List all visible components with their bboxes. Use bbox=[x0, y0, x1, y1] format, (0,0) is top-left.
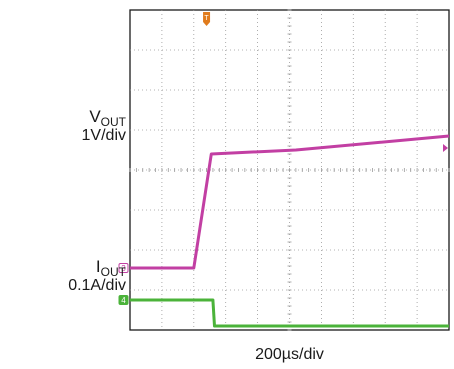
vout-scale: 1V/div bbox=[81, 127, 126, 144]
time-scale-label: 200µs/div bbox=[255, 346, 324, 363]
trigger-marker-label: T bbox=[204, 15, 209, 22]
channel-3-number: 3 bbox=[121, 264, 126, 273]
traces bbox=[130, 134, 450, 328]
trigger-position-marker: T bbox=[203, 12, 211, 26]
vout-label: VOUT 1V/div bbox=[16, 108, 126, 145]
iout-name: IOUT bbox=[95, 257, 126, 280]
iout-label: IOUT 0.1A/div bbox=[16, 258, 126, 295]
channel-3-marker: 3 bbox=[118, 263, 129, 273]
channel-4-marker: 4 bbox=[118, 295, 129, 305]
channel-4-number: 4 bbox=[121, 296, 126, 305]
grid bbox=[129, 9, 450, 331]
iout-trace bbox=[130, 298, 449, 328]
trigger-level-marker bbox=[443, 144, 448, 152]
vout-trace bbox=[130, 134, 450, 270]
vout-name: VOUT bbox=[89, 107, 126, 130]
iout-scale: 0.1A/div bbox=[68, 277, 126, 294]
markers: 3 4 T bbox=[118, 12, 448, 305]
